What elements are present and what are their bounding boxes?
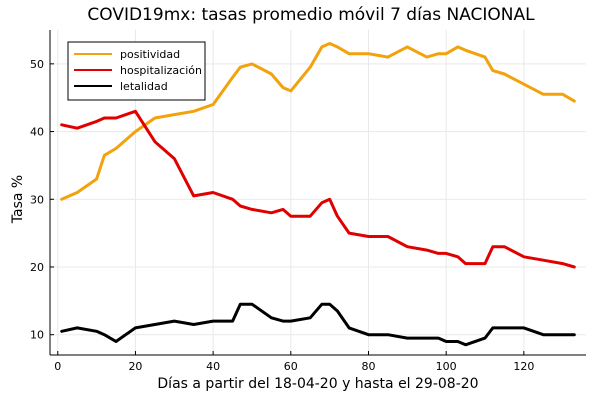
y-tick-label: 30	[30, 193, 44, 206]
y-tick-label: 10	[30, 329, 44, 342]
x-tick-label: 100	[436, 360, 457, 373]
x-axis-label: Días a partir del 18-04-20 y hasta el 29…	[157, 376, 478, 392]
series-group	[60, 42, 576, 347]
y-axis-label: Tasa %	[10, 175, 26, 224]
legend: positividad hospitalización letalidad	[67, 41, 206, 101]
x-tick-label: 60	[284, 360, 298, 373]
axes	[49, 30, 586, 356]
y-axis-ticks: 10 20 30 40 50	[30, 58, 54, 342]
x-tick-label: 0	[54, 360, 61, 373]
x-tick-label: 40	[206, 360, 220, 373]
legend-label: letalidad	[120, 80, 168, 93]
series-line-letalidad	[60, 302, 576, 347]
y-tick-label: 50	[30, 58, 44, 71]
series-line-hospitalización	[60, 109, 576, 269]
chart-title: COVID19mx: tasas promedio móvil 7 días N…	[87, 5, 535, 25]
y-tick-label: 40	[30, 126, 44, 139]
legend-label: hospitalización	[120, 64, 202, 77]
legend-label: positividad	[120, 48, 180, 61]
y-tick-label: 20	[30, 261, 44, 274]
x-tick-label: 120	[513, 360, 534, 373]
x-tick-label: 80	[361, 360, 375, 373]
x-tick-label: 20	[128, 360, 142, 373]
x-axis-ticks: 0 20 40 60 80 100 120	[54, 351, 534, 373]
series-line-positividad	[60, 42, 576, 201]
